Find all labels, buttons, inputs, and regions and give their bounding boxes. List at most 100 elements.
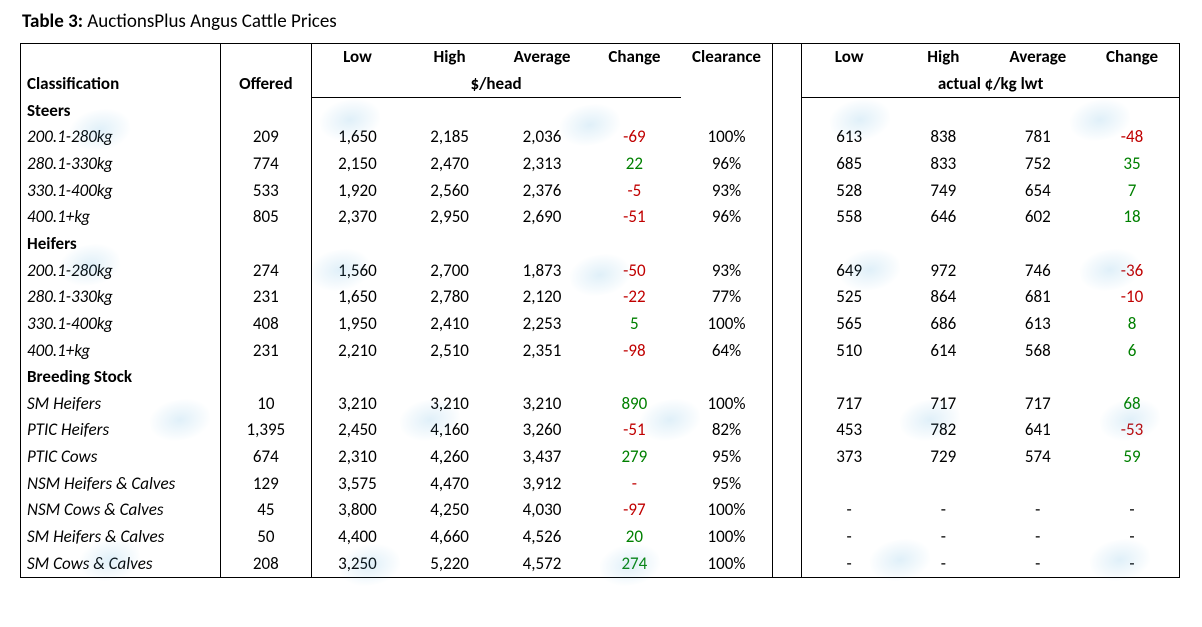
cell-kg-high: 729 <box>896 444 990 471</box>
cell-gap <box>773 231 802 258</box>
cell-kg-low: - <box>802 497 896 524</box>
cell-head-change: -22 <box>588 284 680 311</box>
cell-blank <box>311 364 403 391</box>
cell-kg-change: 35 <box>1085 151 1180 178</box>
cell-classification: NSM Cows & Calves <box>21 497 221 524</box>
cell-kg-high: - <box>896 524 990 551</box>
cell-classification: NSM Heifers & Calves <box>21 471 221 498</box>
hdr-phead-change: Change <box>588 44 680 71</box>
cell-kg-high: - <box>896 497 990 524</box>
cell-head-change: -69 <box>588 124 680 151</box>
cell-head-high: 3,210 <box>403 391 495 418</box>
cell-kg-change: -53 <box>1085 417 1180 444</box>
cell-kg-avg: 568 <box>991 338 1085 365</box>
cell-head-high: 2,410 <box>403 311 495 338</box>
cell-kg-low: 649 <box>802 258 896 285</box>
table-body: Steers200.1-280kg2091,6502,1852,036-6910… <box>21 98 1180 578</box>
hdr-pkg-average: Average <box>991 44 1085 71</box>
cell-blank <box>991 98 1085 125</box>
cell-head-avg: 2,351 <box>496 338 588 365</box>
cell-head-avg: 2,253 <box>496 311 588 338</box>
cell-offered: 45 <box>221 497 311 524</box>
table-row: PTIC Heifers1,3952,4504,1603,260-5182%45… <box>21 417 1180 444</box>
cell-clearance: 96% <box>681 151 773 178</box>
cell-clearance: 100% <box>681 551 773 578</box>
title-prefix: Table 3: <box>22 10 83 33</box>
cell-blank <box>311 98 403 125</box>
cell-classification: 400.1+kg <box>21 338 221 365</box>
table-row: NSM Cows & Calves453,8004,2504,030-97100… <box>21 497 1180 524</box>
cell-kg-low: 525 <box>802 284 896 311</box>
cell-head-change: -50 <box>588 258 680 285</box>
section-label: Steers <box>21 98 221 125</box>
cell-head-low: 1,650 <box>311 284 403 311</box>
cell-blank <box>991 231 1085 258</box>
cell-classification: 280.1-330kg <box>21 151 221 178</box>
cell-head-avg: 3,912 <box>496 471 588 498</box>
cell-gap <box>773 497 802 524</box>
cell-kg-low: 613 <box>802 124 896 151</box>
cell-kg-low: 373 <box>802 444 896 471</box>
cell-kg-avg: 654 <box>991 178 1085 205</box>
cell-classification: SM Heifers <box>21 391 221 418</box>
cell-blank <box>403 98 495 125</box>
cell-kg-avg: 613 <box>991 311 1085 338</box>
cell-kg-low: 717 <box>802 391 896 418</box>
cell-gap <box>773 178 802 205</box>
cell-head-low: 1,560 <box>311 258 403 285</box>
cell-gap <box>773 204 802 231</box>
cell-kg-high: 646 <box>896 204 990 231</box>
cell-kg-avg: - <box>991 497 1085 524</box>
cell-kg-high: 614 <box>896 338 990 365</box>
hdr-gap <box>773 44 802 98</box>
hdr-offered: Offered <box>221 44 311 98</box>
cell-blank <box>802 231 896 258</box>
hdr-pkg-high: High <box>896 44 990 71</box>
cell-kg-high: 972 <box>896 258 990 285</box>
cell-kg-low: 565 <box>802 311 896 338</box>
cell-head-avg: 3,437 <box>496 444 588 471</box>
section-label: Heifers <box>21 231 221 258</box>
cell-offered: 129 <box>221 471 311 498</box>
table-row: NSM Heifers & Calves1293,5754,4703,912-9… <box>21 471 1180 498</box>
cell-offered <box>221 364 311 391</box>
cell-clearance: 100% <box>681 524 773 551</box>
cell-head-change: -97 <box>588 497 680 524</box>
cell-kg-change: -48 <box>1085 124 1180 151</box>
cell-head-avg: 2,036 <box>496 124 588 151</box>
cell-blank <box>588 231 680 258</box>
header-row-1: Classification Offered Low High Average … <box>21 44 1180 71</box>
cell-head-avg: 3,260 <box>496 417 588 444</box>
cell-clearance: 96% <box>681 204 773 231</box>
cell-offered: 408 <box>221 311 311 338</box>
cell-offered: 231 <box>221 284 311 311</box>
table-row: 200.1-280kg2741,5602,7001,873-5093%64997… <box>21 258 1180 285</box>
cell-kg-avg: 574 <box>991 444 1085 471</box>
cell-head-change: -51 <box>588 204 680 231</box>
cell-blank <box>496 231 588 258</box>
cell-kg-low: 685 <box>802 151 896 178</box>
cell-classification: 200.1-280kg <box>21 124 221 151</box>
table-row: 280.1-330kg7742,1502,4702,3132296%685833… <box>21 151 1180 178</box>
cell-gap <box>773 338 802 365</box>
cell-kg-low: - <box>802 551 896 578</box>
cell-head-low: 1,950 <box>311 311 403 338</box>
cell-blank <box>802 364 896 391</box>
cell-head-high: 2,780 <box>403 284 495 311</box>
cell-head-change: 22 <box>588 151 680 178</box>
section-row: Heifers <box>21 231 1180 258</box>
cell-kg-change: 18 <box>1085 204 1180 231</box>
table-row: SM Heifers & Calves504,4004,6604,5262010… <box>21 524 1180 551</box>
cell-clearance: 82% <box>681 417 773 444</box>
table-row: 400.1+kg2312,2102,5102,351-9864%51061456… <box>21 338 1180 365</box>
cell-head-avg: 4,526 <box>496 524 588 551</box>
prices-table: Classification Offered Low High Average … <box>20 43 1180 578</box>
cell-head-low: 2,310 <box>311 444 403 471</box>
cell-head-high: 4,260 <box>403 444 495 471</box>
cell-head-change: - <box>588 471 680 498</box>
cell-head-high: 4,660 <box>403 524 495 551</box>
cell-blank <box>588 98 680 125</box>
cell-head-low: 3,210 <box>311 391 403 418</box>
cell-gap <box>773 258 802 285</box>
cell-kg-low: 510 <box>802 338 896 365</box>
